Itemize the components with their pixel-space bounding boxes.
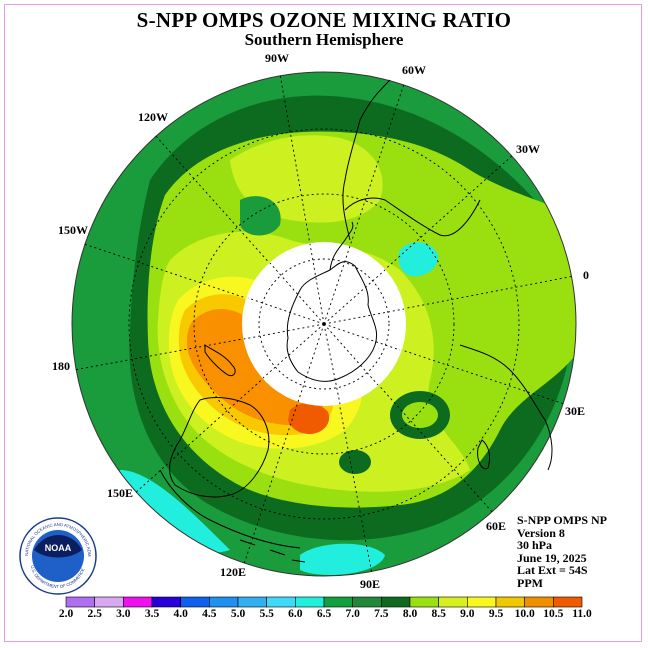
meridian-60w <box>323 83 405 325</box>
patch-7-0-small <box>339 450 371 474</box>
colorbar-swatch <box>180 596 210 608</box>
patch-5-5-east <box>398 242 439 277</box>
colorbar-swatch <box>65 596 95 608</box>
patch-5-5-150e <box>120 470 230 553</box>
antarctica-coast <box>286 261 378 382</box>
polar-graticule <box>243 243 405 405</box>
colorbar-tick-label: 8.5 <box>431 608 446 620</box>
info-block: S-NPP OMPS NP Version 8 30 hPa June 19, … <box>517 514 607 590</box>
colorbar-tick-label: 3.5 <box>144 608 160 620</box>
lon-label-150e: 150E <box>107 486 134 500</box>
colorbar-swatch <box>266 596 296 608</box>
colorbar-tick-label: 11.0 <box>572 608 592 620</box>
colorbar-swatch <box>495 596 525 608</box>
info-version: Version 8 <box>517 525 565 540</box>
colorbar-tick-label: 9.5 <box>488 608 504 620</box>
info-pressure: 30 hPa <box>517 538 553 553</box>
colorbar-swatch <box>323 596 353 608</box>
meridian-120e <box>243 323 325 565</box>
coastlines <box>159 79 553 563</box>
graticule <box>73 73 575 575</box>
page-title: S-NPP OMPS OZONE MIXING RATIO <box>136 8 512 32</box>
colorbar-tick-label: 3.0 <box>116 608 131 620</box>
colorbar-tick-label: 5.5 <box>259 608 274 620</box>
colorbar-swatch <box>381 596 411 608</box>
new-zealand <box>204 344 236 377</box>
africa-coast <box>459 344 553 471</box>
colorbar-swatch <box>467 596 497 608</box>
lon-label-120e: 120E <box>220 565 247 579</box>
info-instrument: S-NPP OMPS NP <box>517 513 607 527</box>
figure-frame <box>4 4 642 642</box>
australia-north <box>159 469 301 549</box>
madagascar <box>477 439 491 470</box>
colorbar-tick-label: 4.0 <box>173 608 188 620</box>
colorbar-swatch <box>151 596 181 608</box>
colorbar-swatch <box>237 596 267 608</box>
colorbar-tick-label: 10.0 <box>514 608 535 620</box>
colorbar-tick-label: 8.0 <box>402 608 418 620</box>
antarctic-peninsula <box>329 221 354 271</box>
colorbar-swatch <box>352 596 382 608</box>
australia-coast <box>169 397 270 498</box>
colorbar-tick-label: 10.5 <box>543 608 564 620</box>
lon-label-0: 0 <box>583 268 589 282</box>
info-units: PPM <box>517 575 543 590</box>
lon-label-150w: 150W <box>58 223 88 237</box>
info-date: June 19, 2025 <box>517 550 587 565</box>
indonesia-islands <box>239 539 306 563</box>
lon-label-60w: 60W <box>402 63 426 77</box>
lon-label-60e: 60E <box>486 519 507 533</box>
info-lat-ext: Lat Ext = 54S <box>517 563 588 578</box>
colorbar <box>65 596 583 608</box>
lon-label-180: 180 <box>52 359 70 373</box>
map-boundary <box>71 71 577 577</box>
colorbar-swatch <box>295 596 325 608</box>
patch-7-5-inner <box>402 402 438 428</box>
colorbar-tick-label: 4.5 <box>202 608 217 620</box>
band-10-0 <box>288 403 330 435</box>
south-america <box>342 79 391 241</box>
meridian-90w <box>279 73 325 325</box>
colorbar-swatch <box>409 596 439 608</box>
colorbar-tick-label: 2.0 <box>58 608 74 620</box>
colorbar-swatch <box>123 596 153 608</box>
colorbar-swatch <box>438 596 468 608</box>
lon-label-30w: 30W <box>516 142 540 156</box>
meridian-30e <box>323 323 565 405</box>
lon-label-120w: 120W <box>138 110 168 124</box>
colorbar-swatch <box>553 596 583 608</box>
south-america-east <box>344 197 481 237</box>
lon-label-90e: 90E <box>360 577 381 591</box>
patch-6-5-north <box>240 196 281 236</box>
colorbar-swatch <box>94 596 124 608</box>
colorbar-tick-label: 9.0 <box>460 608 475 620</box>
meridian-180 <box>73 323 325 371</box>
meridian-150w <box>83 243 325 325</box>
patch-5-5-south <box>300 543 385 575</box>
colorbar-tick-label: 6.0 <box>288 608 303 620</box>
colorbar-tick-label: 5.0 <box>230 608 246 620</box>
lon-label-30e: 30E <box>565 404 586 418</box>
lon-label-90w: 90W <box>265 51 289 65</box>
colorbar-tick-label: 7.0 <box>345 608 360 620</box>
lat-circle-60s <box>128 128 520 520</box>
colorbar-swatch <box>209 596 239 608</box>
colorbar-swatch <box>524 596 554 608</box>
colorbar-tick-label: 6.5 <box>316 608 332 620</box>
colorbar-tick-label: 7.5 <box>374 608 389 620</box>
colorbar-tick-label: 2.5 <box>87 608 102 620</box>
page-subtitle: Southern Hemisphere <box>244 30 404 49</box>
lat-circle-70s <box>193 193 455 455</box>
